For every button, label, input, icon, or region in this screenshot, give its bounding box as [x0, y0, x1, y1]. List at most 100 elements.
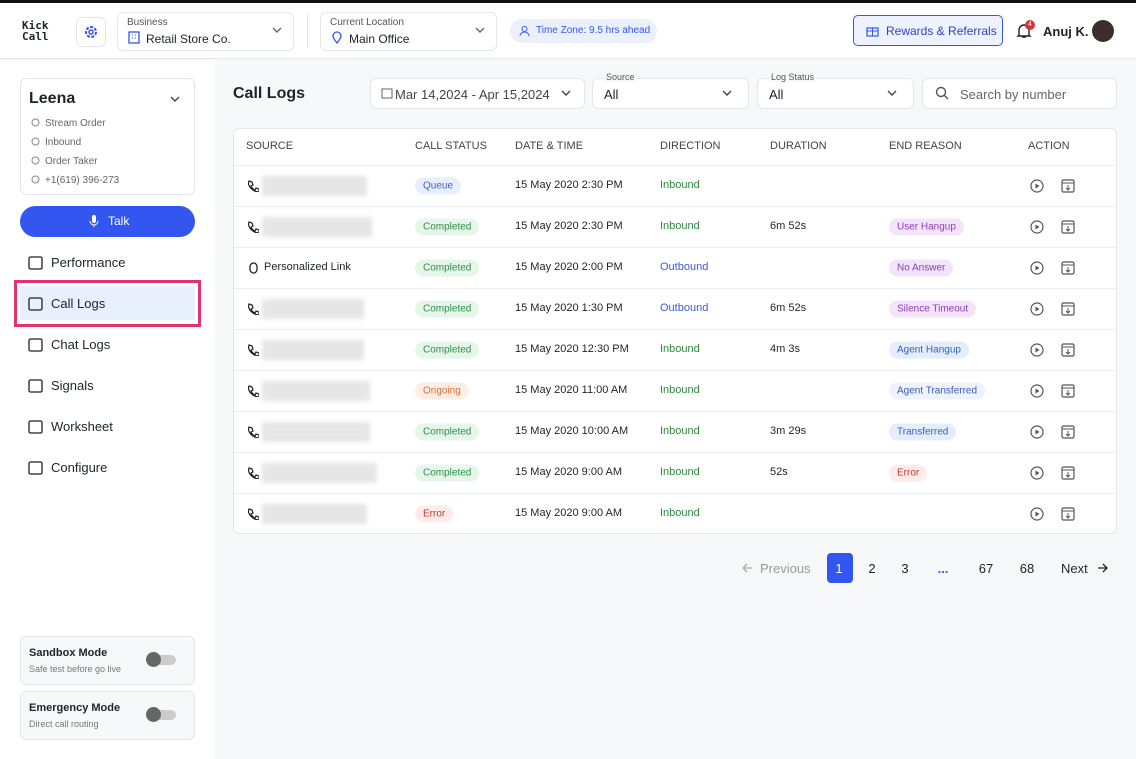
download-button[interactable]: [1061, 466, 1075, 480]
column-header: ACTION: [1028, 140, 1070, 152]
divider: [307, 14, 308, 48]
search-box[interactable]: [922, 78, 1117, 109]
link-icon: [249, 262, 258, 274]
row-divider: [234, 452, 1116, 453]
date-time: 15 May 2020 2:00 PM: [515, 261, 623, 273]
dropdown[interactable]: [320, 12, 497, 51]
page-title: Call Logs: [233, 85, 306, 102]
toggle-switch[interactable]: [147, 710, 176, 720]
previous-button[interactable]: Previous: [760, 561, 811, 576]
calendar-icon: [381, 88, 393, 99]
agent-detail: Stream Order: [45, 118, 106, 129]
toggle-switch[interactable]: [147, 655, 176, 665]
nav-item[interactable]: Chat Logs: [51, 337, 111, 352]
download-button[interactable]: [1061, 302, 1075, 316]
row-divider: [234, 165, 1116, 166]
end-reason: Transferred: [889, 423, 957, 441]
direction: Outbound: [660, 302, 709, 314]
toggle-knob: [146, 652, 161, 667]
download-button[interactable]: [1061, 425, 1075, 439]
phone-icon: [248, 180, 259, 192]
nav-item[interactable]: Configure: [51, 460, 108, 475]
phone-icon: [248, 467, 259, 479]
play-button[interactable]: [1030, 302, 1044, 316]
phone-icon: [248, 221, 259, 233]
play-button[interactable]: [1030, 384, 1044, 398]
agent-detail: +1(619) 396-273: [45, 175, 120, 186]
call-status: Completed: [415, 259, 480, 277]
direction: Inbound: [660, 425, 700, 437]
download-button[interactable]: [1061, 343, 1075, 357]
active-highlight: [20, 286, 195, 320]
page-button[interactable]: 3: [901, 561, 909, 576]
play-button[interactable]: [1030, 220, 1044, 234]
duration: 6m 52s: [770, 220, 807, 232]
nav-item[interactable]: Worksheet: [51, 419, 113, 434]
duration: 4m 3s: [770, 343, 800, 355]
column-header: END REASON: [889, 140, 962, 152]
page-button[interactable]: 2: [868, 561, 876, 576]
page-button[interactable]: 1: [835, 561, 843, 576]
direction: Inbound: [660, 220, 700, 232]
download-button[interactable]: [1061, 220, 1075, 234]
call-status: Completed: [415, 423, 480, 441]
nav-item[interactable]: Signals: [51, 378, 94, 393]
date-time: 15 May 2020 2:30 PM: [515, 179, 623, 191]
direction: Inbound: [660, 343, 700, 355]
dropdown[interactable]: [117, 12, 294, 51]
agent-card: [20, 78, 195, 195]
column-header: SOURCE: [246, 140, 294, 152]
play-button[interactable]: [1030, 466, 1044, 480]
page-button[interactable]: ...: [937, 561, 949, 576]
page-active: [827, 553, 853, 583]
row-divider: [234, 247, 1116, 248]
download-button[interactable]: [1061, 179, 1075, 193]
settings-button[interactable]: [76, 17, 106, 47]
nav-item[interactable]: Call Logs: [51, 296, 106, 311]
call-status: Completed: [415, 464, 480, 482]
detail-icon: [31, 118, 40, 127]
phone-icon: [248, 385, 259, 397]
date-time: 15 May 2020 2:30 PM: [515, 220, 623, 232]
download-button[interactable]: [1061, 384, 1075, 398]
play-button[interactable]: [1030, 179, 1044, 193]
toggle-knob: [146, 707, 161, 722]
timezone: Time Zone: 9.5 hrs ahead: [536, 25, 651, 36]
call-status: Ongoing: [415, 382, 469, 400]
date-time: 15 May 2020 11:00 AM: [515, 384, 628, 396]
filter-value: All: [604, 87, 619, 102]
arrow-left: [742, 563, 752, 573]
blurred-number: [262, 463, 377, 483]
play-button[interactable]: [1030, 507, 1044, 521]
phone-icon: [248, 344, 259, 356]
page-button[interactable]: 68: [1019, 561, 1035, 576]
download-button[interactable]: [1061, 507, 1075, 521]
nav-item[interactable]: Performance: [51, 255, 126, 270]
call-status: Error: [415, 505, 454, 523]
play-button[interactable]: [1030, 425, 1044, 439]
column-header: DURATION: [770, 140, 827, 152]
talk-button[interactable]: [20, 206, 195, 237]
blurred-number: [262, 176, 367, 196]
direction: Outbound: [660, 261, 709, 273]
filter[interactable]: [757, 78, 914, 109]
phone-icon: [248, 508, 259, 520]
dropdown-value: Main Office: [349, 32, 410, 46]
filter-label: Source: [604, 72, 637, 82]
avatar: [1092, 20, 1114, 42]
download-button[interactable]: [1061, 261, 1075, 275]
direction: Inbound: [660, 507, 700, 519]
play-button[interactable]: [1030, 343, 1044, 357]
logo: Kick: [22, 19, 49, 32]
filter[interactable]: [592, 78, 749, 109]
direction: Inbound: [660, 384, 700, 396]
date-filter[interactable]: [370, 78, 585, 109]
logo: Call: [22, 30, 49, 43]
page-button[interactable]: 67: [978, 561, 994, 576]
nav-icon: [28, 420, 43, 434]
next-button[interactable]: Next: [1061, 561, 1088, 576]
timezone-chip: [510, 19, 657, 43]
play-button[interactable]: [1030, 261, 1044, 275]
chevron: [561, 90, 571, 96]
